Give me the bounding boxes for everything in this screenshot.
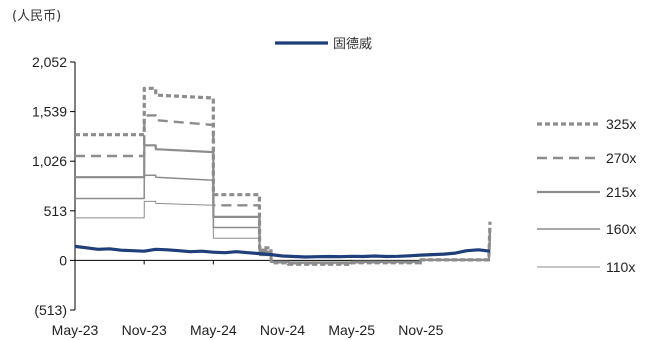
series-line-110x bbox=[75, 200, 491, 263]
x-tick-label: May-23 bbox=[52, 322, 99, 338]
y-tick-label: 513 bbox=[44, 203, 68, 219]
x-tick-label: Nov-24 bbox=[260, 322, 305, 338]
x-tick-label: Nov-25 bbox=[398, 322, 443, 338]
unit-label: (人民币) bbox=[12, 9, 61, 24]
legend-label: 325x bbox=[606, 116, 636, 132]
x-tick-label: May-24 bbox=[190, 322, 237, 338]
axes bbox=[74, 62, 490, 310]
series-line-固德威 bbox=[74, 244, 491, 259]
y-tick-label: 0 bbox=[59, 252, 67, 268]
y-tick-label: (513) bbox=[34, 302, 67, 318]
x-tick-label: May-25 bbox=[328, 322, 375, 338]
legend-label: 固德威 bbox=[333, 37, 372, 52]
series-line-215x bbox=[75, 144, 492, 264]
series-line-160x bbox=[75, 174, 491, 264]
y-ticks: 2,052 1,539 1,026 513 0 (513) bbox=[32, 54, 75, 318]
legend-label: 160x bbox=[606, 221, 636, 237]
y-tick-label: 1,026 bbox=[32, 153, 67, 169]
x-tick-label: Nov-23 bbox=[122, 322, 167, 338]
legend-label: 110x bbox=[606, 259, 635, 275]
x-ticks: May-23 Nov-23 May-24 Nov-24 May-25 Nov-25 bbox=[52, 260, 444, 338]
series-line-270x bbox=[75, 114, 492, 265]
legend: 固德威 325x 270x 215x 160x 110x bbox=[275, 37, 636, 275]
y-tick-label: 1,539 bbox=[32, 104, 67, 120]
legend-label: 270x bbox=[606, 150, 636, 166]
series-lines bbox=[74, 86, 492, 266]
series-line-325x bbox=[75, 86, 492, 266]
legend-label: 215x bbox=[606, 184, 636, 200]
y-tick-label: 2,052 bbox=[32, 54, 67, 70]
